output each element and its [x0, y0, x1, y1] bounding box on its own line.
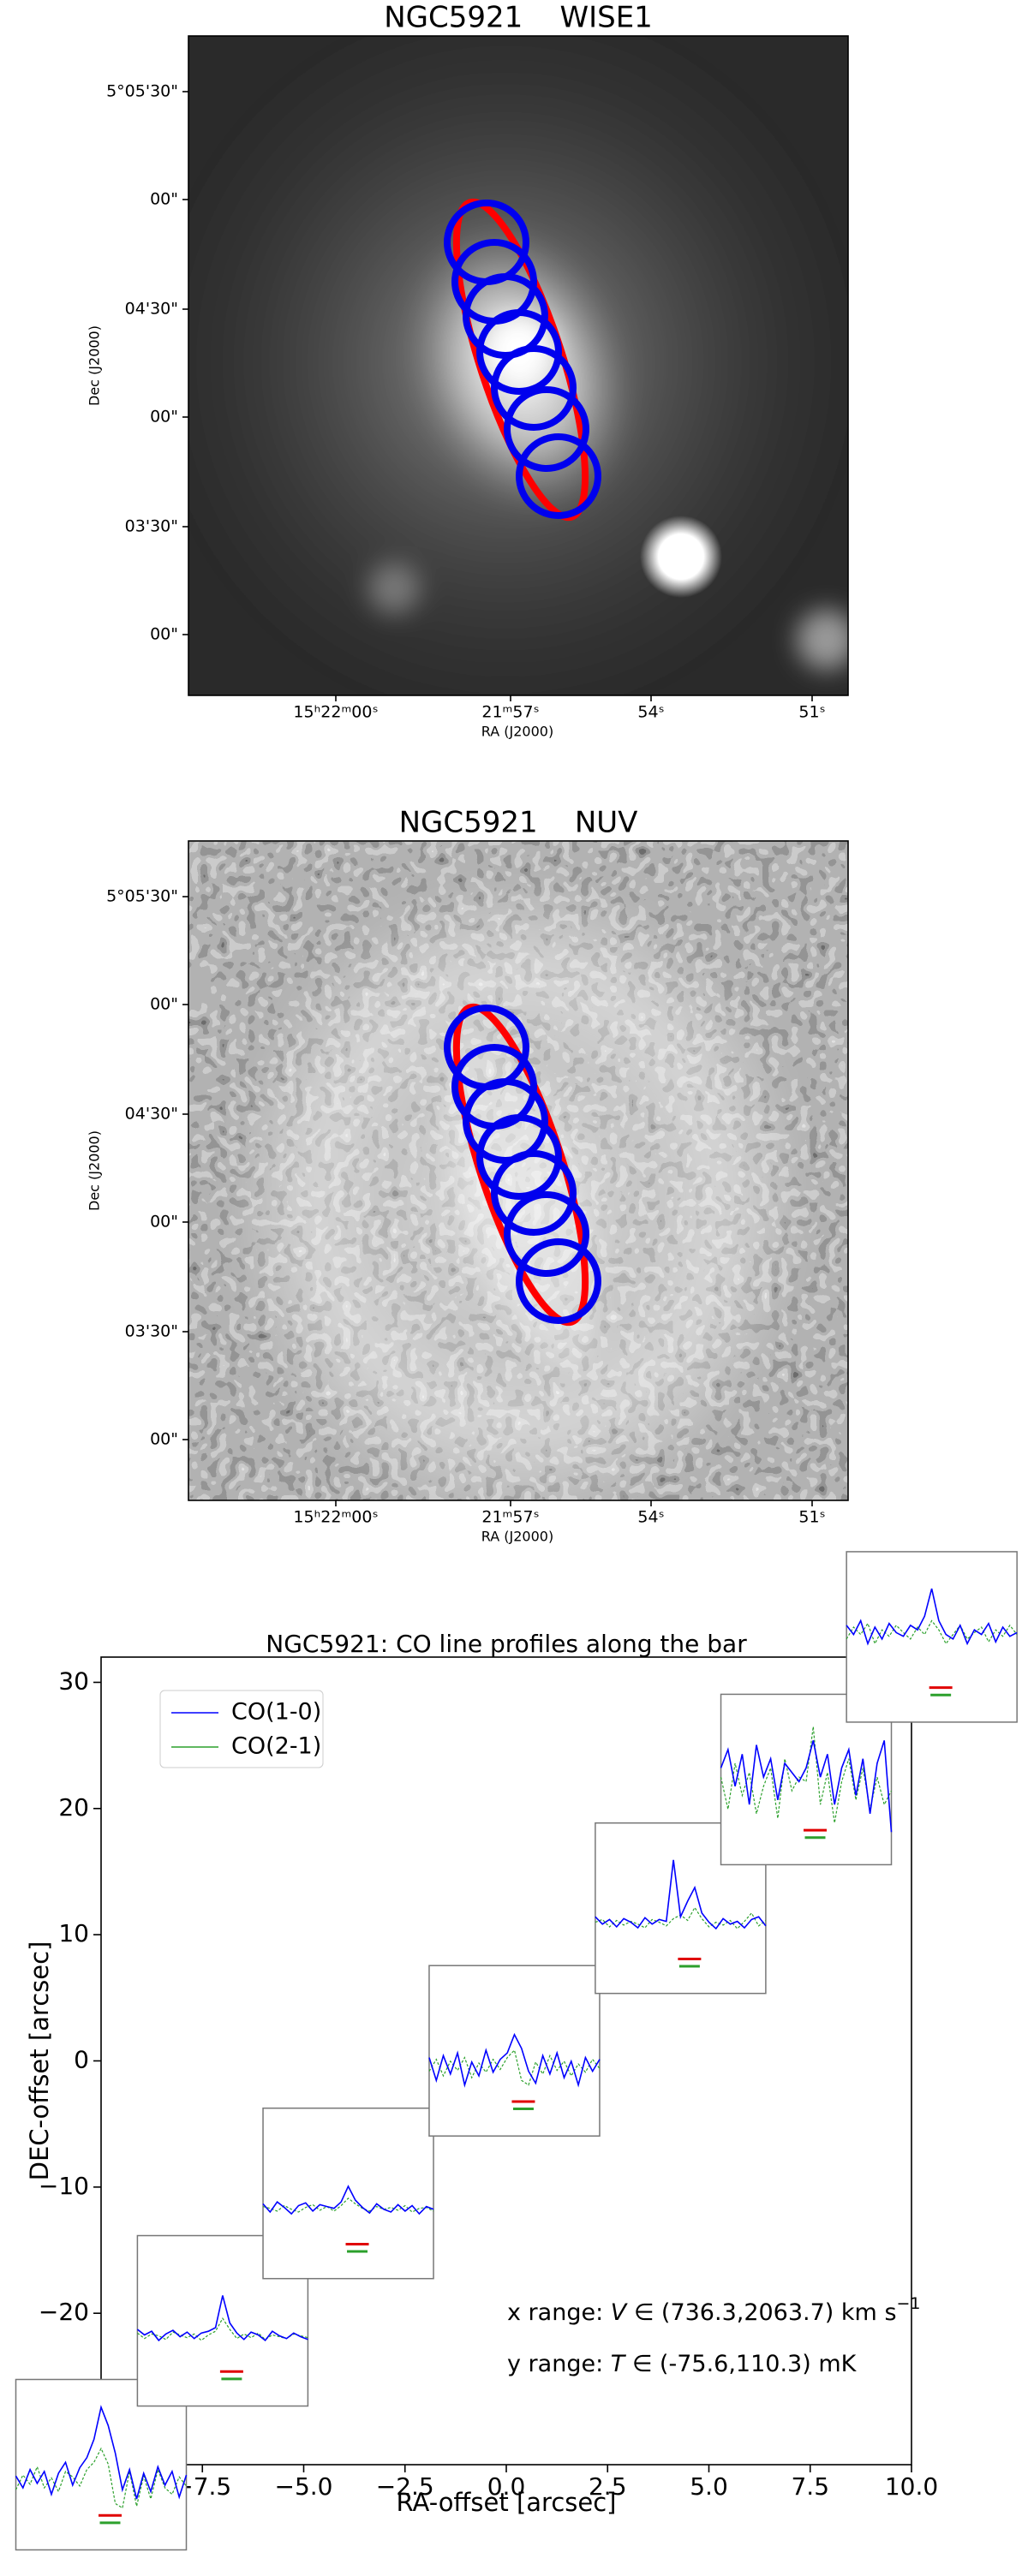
x-tick-label: 15ʰ22ᵐ00ˢ — [293, 703, 378, 722]
chart-title: NGC5921: CO line profiles along the bar — [266, 1630, 747, 1658]
x-tick-label: 21ᵐ57ˢ — [481, 703, 539, 722]
y-tick-label: 10 — [58, 1919, 89, 1947]
legend-label: CO(1-0) — [231, 1699, 321, 1726]
spectrum — [720, 1740, 893, 1833]
panel-title: NGC5921 NUV — [399, 806, 638, 840]
spectrum — [595, 1859, 767, 1930]
spectrum — [720, 1726, 893, 1823]
x-tick-label: 21ᵐ57ˢ — [481, 1508, 539, 1527]
beam — [516, 433, 601, 519]
x-tick-label: 15ʰ22ᵐ00ˢ — [293, 1508, 378, 1527]
x-tick-label: 2.5 — [589, 2472, 627, 2501]
y-tick-label: 00" — [150, 1430, 178, 1449]
blob — [368, 563, 420, 614]
x-tick-label: 0.0 — [487, 2472, 526, 2501]
x-tick-label: 10.0 — [885, 2472, 938, 2501]
beam — [504, 386, 589, 472]
y-tick-label: 00" — [150, 190, 178, 209]
y-tick-label: 04'30" — [125, 300, 178, 319]
legend: CO(1-0) CO(2-1) — [159, 1690, 324, 1768]
spectrum — [428, 2032, 601, 2088]
spectrum — [136, 2295, 308, 2342]
annotation-part: V — [611, 2299, 629, 2326]
frame — [188, 35, 849, 696]
y-tick-label: 5°05'30" — [106, 887, 178, 906]
x-axis-label: RA (J2000) — [481, 724, 553, 740]
overlay — [444, 198, 601, 522]
legend-label: CO(2-1) — [231, 1733, 321, 1760]
beam — [516, 1238, 601, 1324]
annotation-part: −1 — [897, 2294, 921, 2313]
inset — [262, 2107, 434, 2280]
y-tick-label: 00" — [150, 625, 178, 644]
annotation: y range: T ∈ (-75.6,110.3) mK — [507, 2351, 858, 2377]
inset-box — [262, 2107, 434, 2280]
y-tick-label: 0 — [74, 2046, 89, 2074]
annotation-part: ∈ (-75.6,110.3) mK — [625, 2351, 857, 2377]
legend-box — [159, 1690, 324, 1768]
y-axis-label: Dec (J2000) — [87, 325, 103, 406]
x-tick-label: −5.0 — [275, 2472, 333, 2501]
y-tick-label: 00" — [150, 995, 178, 1014]
inset-box — [428, 1965, 601, 2137]
y-axis-label: DEC-offset [arcsec] — [25, 1941, 54, 2181]
spectrum — [846, 1588, 1018, 1646]
y-tick-label: 03'30" — [125, 1322, 178, 1341]
inset — [428, 1965, 601, 2137]
x-tick-label: 54ˢ — [637, 1508, 664, 1527]
y-tick-label: 04'30" — [125, 1105, 178, 1124]
x-tick-label: 7.5 — [791, 2472, 829, 2501]
beam — [491, 1150, 577, 1236]
spectrum — [846, 1619, 1018, 1645]
x-axis-label: RA-offset [arcsec] — [397, 2488, 617, 2517]
beam — [463, 1078, 548, 1164]
y-tick-label: 20 — [58, 1793, 89, 1822]
y-tick-label: −10 — [39, 2172, 89, 2200]
image-panel: NGC5921 WISE1 5°05'30" 00" 04'30" 00" 03'30" 0… — [87, 1, 849, 740]
y-tick-label: 30 — [58, 1667, 89, 1695]
spectrum — [262, 2185, 434, 2215]
beam — [463, 273, 548, 359]
beam — [476, 1114, 562, 1200]
x-tick-label: 51ˢ — [798, 1508, 825, 1527]
spectrum — [15, 2405, 188, 2500]
annotation-part: T — [611, 2351, 627, 2377]
annotation-part: x range: — [507, 2299, 611, 2326]
sky-image — [188, 841, 848, 1500]
x-axis-label: RA (J2000) — [481, 1529, 553, 1545]
frame — [188, 840, 849, 1501]
x-tick-label: 5.0 — [690, 2472, 728, 2501]
beam — [491, 345, 577, 431]
overlay — [444, 1003, 601, 1327]
spectrum — [137, 2317, 308, 2341]
annotation: x range: V ∈ (736.3,2063.7) km s−1 — [507, 2294, 921, 2326]
y-tick-label: 00" — [150, 1213, 178, 1231]
blob — [797, 610, 848, 670]
star — [640, 516, 722, 598]
x-tick-label: 54ˢ — [637, 703, 664, 722]
inset — [15, 2378, 188, 2551]
y-tick-label: 03'30" — [125, 517, 178, 536]
annotation-part: ∈ (736.3,2063.7) km s — [626, 2299, 896, 2326]
emission — [228, 875, 810, 1500]
beam — [504, 1191, 589, 1277]
x-tick-label: −2.5 — [376, 2472, 434, 2501]
y-tick-label: 5°05'30" — [106, 82, 178, 101]
annotation-part: y range: — [507, 2351, 611, 2377]
x-tick-label: 51ˢ — [798, 703, 825, 722]
y-tick-label: −20 — [39, 2298, 89, 2326]
inset — [846, 1551, 1018, 1723]
spectrum — [262, 2197, 434, 2213]
beam — [476, 309, 562, 395]
panel-title: NGC5921 WISE1 — [384, 1, 653, 35]
y-tick-label: 00" — [150, 408, 178, 426]
image-panel: NGC5921 NUV 5°05'30" 00" 04'30" 00" 03'30" 00"… — [87, 806, 849, 1545]
spectrum — [15, 2447, 187, 2509]
y-axis-label: Dec (J2000) — [87, 1130, 103, 1211]
